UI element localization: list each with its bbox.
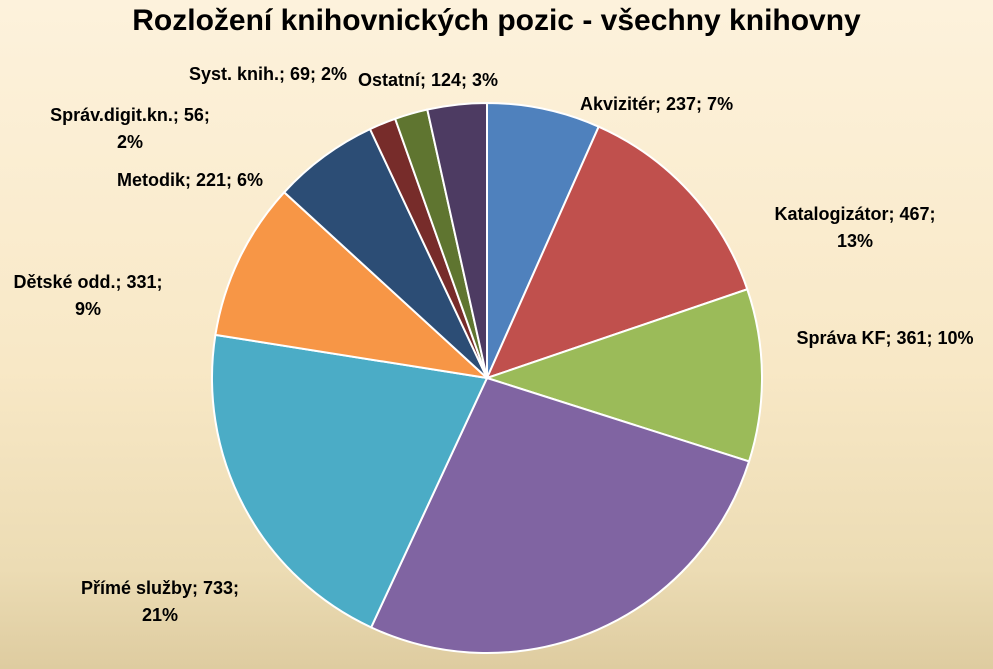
pie-slices — [211, 101, 763, 654]
data-label: Přímé služby; 733; 21% — [81, 578, 239, 625]
data-label: Syst. knih.; 69; 2% — [189, 64, 347, 84]
pie-labels: Akvizitér; 237; 7% Katalogizátor; 467; 13%… — [13, 64, 973, 625]
data-label: Dětské odd.; 331; 9% — [13, 272, 162, 319]
pie-slice — [369, 376, 751, 654]
pie-slice — [214, 190, 491, 380]
pie-slice — [211, 333, 489, 629]
pie-slice — [426, 101, 488, 379]
data-label: Katalogizátor; 467; 13% — [774, 204, 935, 251]
data-label: Správ.digit.kn.; 56; 2% — [50, 105, 210, 152]
pie-slice — [485, 125, 749, 380]
pie-slice — [486, 101, 600, 379]
data-label: Metodik; 221; 6% — [117, 170, 263, 190]
data-label: Ostatní; 124; 3% — [358, 70, 498, 90]
data-label: Správa KF; 361; 10% — [796, 328, 973, 348]
data-label: Akvizitér; 237; 7% — [580, 94, 733, 114]
chart-title: Rozložení knihovnických pozic - všechny … — [132, 4, 861, 37]
pie-slice — [483, 287, 763, 463]
